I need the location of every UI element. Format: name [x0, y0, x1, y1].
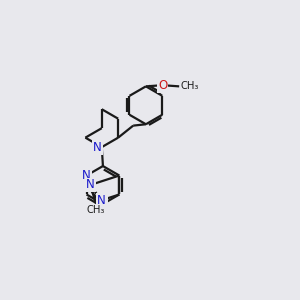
Text: N: N [97, 194, 106, 207]
Text: N: N [93, 141, 102, 154]
Text: N: N [86, 178, 94, 191]
Text: CH₃: CH₃ [87, 205, 105, 214]
Text: O: O [158, 79, 167, 92]
Text: N: N [82, 169, 91, 182]
Text: CH₃: CH₃ [180, 81, 199, 92]
Text: N: N [99, 197, 107, 210]
